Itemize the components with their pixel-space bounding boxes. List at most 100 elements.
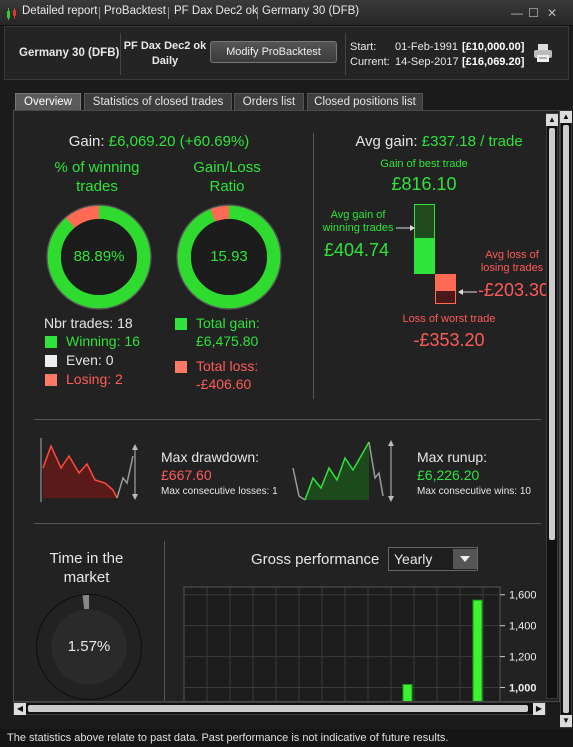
section-divider [34,523,541,524]
tab-statistics-closed-trades[interactable]: Statistics of closed trades [84,93,232,111]
winning-swatch [44,335,58,349]
tab-orders-list[interactable]: Orders list [234,93,304,111]
chart-grid-vertical [206,587,484,701]
title-separator [257,7,258,19]
y-tick-label: 1,000 [509,683,537,695]
strategy-timeframe: Daily [151,55,179,67]
best-trade-label: Gain of best trade [380,158,468,170]
minimize-icon[interactable]: — [511,6,523,20]
section-divider [313,133,314,399]
total-loss-swatch [174,360,188,374]
y-tick-label: 1,400 [509,621,537,633]
avg-gain-winning-label-line1: Avg gain of [330,209,386,221]
horizontal-scroll-thumb[interactable] [28,705,528,712]
chart-bars [402,599,483,701]
scroll-left-icon[interactable]: ◀ [14,703,26,715]
horizontal-scrollbar[interactable]: ◀ ▶ [13,702,546,715]
disclaimer-footer: The statistics above relate to past data… [0,729,573,747]
gl-ratio-title-line1: Gain/Loss [193,159,261,176]
pct-winning-title-line2: trades [76,178,118,195]
max-drawdown-value: £667.60 [161,467,212,483]
y-tick-label: 1,200 [509,652,537,664]
avg-gain-winning-value: £404.74 [324,240,390,260]
total-gain-value: £6,475.80 [196,333,259,349]
pct-winning-value: 88.89% [73,248,125,265]
scroll-down-icon[interactable]: ▼ [560,715,572,727]
modify-probacktest-button[interactable]: Modify ProBacktest [210,41,337,63]
max-runup-label: Max runup: [417,449,488,465]
inner-vertical-scrollbar[interactable]: ▲ [546,113,558,699]
losing-swatch [44,373,58,387]
gl-ratio-value: 15.93 [210,248,248,265]
disclaimer-text: The statistics above relate to past data… [7,732,449,744]
candlestick-icon [6,7,18,20]
printer-icon[interactable] [533,43,553,63]
even-count: Even: 0 [66,352,114,368]
tab-overview[interactable]: Overview [15,93,81,111]
title-tab-detailed-report[interactable]: Detailed report [22,5,98,17]
total-gain-label: Total gain: [196,315,260,331]
max-runup-value: £6,226.20 [417,467,480,483]
time-in-market-value: 1.57% [67,638,111,655]
winning-count: Winning: 16 [66,333,140,349]
max-consecutive-wins: Max consecutive wins: 10 [417,486,531,497]
time-in-market-title-line1: Time in the [49,550,124,567]
gross-performance-label: Gross performance [251,551,380,568]
worst-trade-value: -£353.20 [413,330,485,350]
title-tab-strategy[interactable]: PF Dax Dec2 ok [174,5,258,17]
section-divider [34,419,541,420]
gl-ratio-title-line2: Ratio [209,178,245,195]
pct-winning-title-line1: % of winning [54,159,140,176]
avg-gain-label: Avg gain: [355,133,418,150]
gl-ratio-title: Gain/Loss Ratio [168,158,286,196]
avg-gain-value: £337.18 / trade [421,133,523,150]
chevron-down-icon[interactable] [453,549,477,569]
gross-performance-bar [402,683,413,701]
chart-y-ticks: 1,000 1,200 1,400 1,600 [500,590,537,695]
gl-ratio-donut [176,204,282,310]
title-separator [168,7,169,19]
avg-loss-losing-label-line1: Avg loss of [485,249,539,261]
pct-winning-donut [46,204,152,310]
tab-closed-positions-list[interactable]: Closed positions list [307,93,423,111]
total-loss-value: -£406.60 [196,376,252,392]
inner-scroll-thumb[interactable] [549,128,555,540]
losing-count: Losing: 2 [66,371,123,387]
chart-grid-horizontal [184,594,500,689]
arrow-left-icon [458,289,477,295]
even-swatch [44,354,58,368]
close-icon[interactable]: ✕ [547,6,558,20]
window-title-bar[interactable]: Detailed report ProBacktest PF Dax Dec2 … [0,0,573,26]
avg-gain-bar [414,238,435,274]
outer-vertical-scrollbar[interactable]: ▲ ▼ [560,110,572,728]
title-tab-probacktest[interactable]: ProBacktest [104,5,166,17]
gross-performance-chart: 1,000 1,200 1,400 1,600 [183,586,537,701]
outer-scroll-thumb[interactable] [563,125,569,713]
title-tab-instrument[interactable]: Germany 30 (DFB) [262,5,360,17]
drawdown-mini-chart [40,438,138,502]
report-header: Germany 30 (DFB) PF Dax Dec2 ok Daily Mo… [4,26,569,80]
gross-performance-period-select[interactable]: Yearly [388,547,478,571]
header-divider [120,33,121,75]
section-divider [164,541,165,701]
avg-gain-summary: Avg gain: £337.18 / trade [324,133,554,150]
scroll-up-icon[interactable]: ▲ [560,111,572,123]
header-divider [345,33,346,75]
scroll-right-icon[interactable]: ▶ [533,703,545,715]
total-loss-label: Total loss: [196,358,259,374]
avg-gain-winning-label-line2: winning trades [322,222,394,234]
best-trade-bar [414,204,435,239]
overview-panel: Gain: £6,069.20 (+60.69%) % of winning t… [13,110,560,702]
max-consecutive-losses: Max consecutive losses: 1 [161,486,278,497]
current-label: Current: [350,56,390,68]
start-capital: [£10,000.00] [462,41,525,53]
gross-performance-period-value: Yearly [394,551,433,567]
current-date: 14-Sep-2017 [395,56,459,68]
scroll-up-icon[interactable]: ▲ [546,114,558,126]
arrow-right-icon [396,225,415,231]
instrument-name: Germany 30 (DFB) [19,47,120,59]
best-trade-value: £816.10 [391,174,457,194]
avg-loss-losing-label-line2: losing trades [480,262,544,274]
restore-icon[interactable]: ☐ [528,6,539,20]
avg-loss-losing-value: -£203.30 [478,280,550,300]
